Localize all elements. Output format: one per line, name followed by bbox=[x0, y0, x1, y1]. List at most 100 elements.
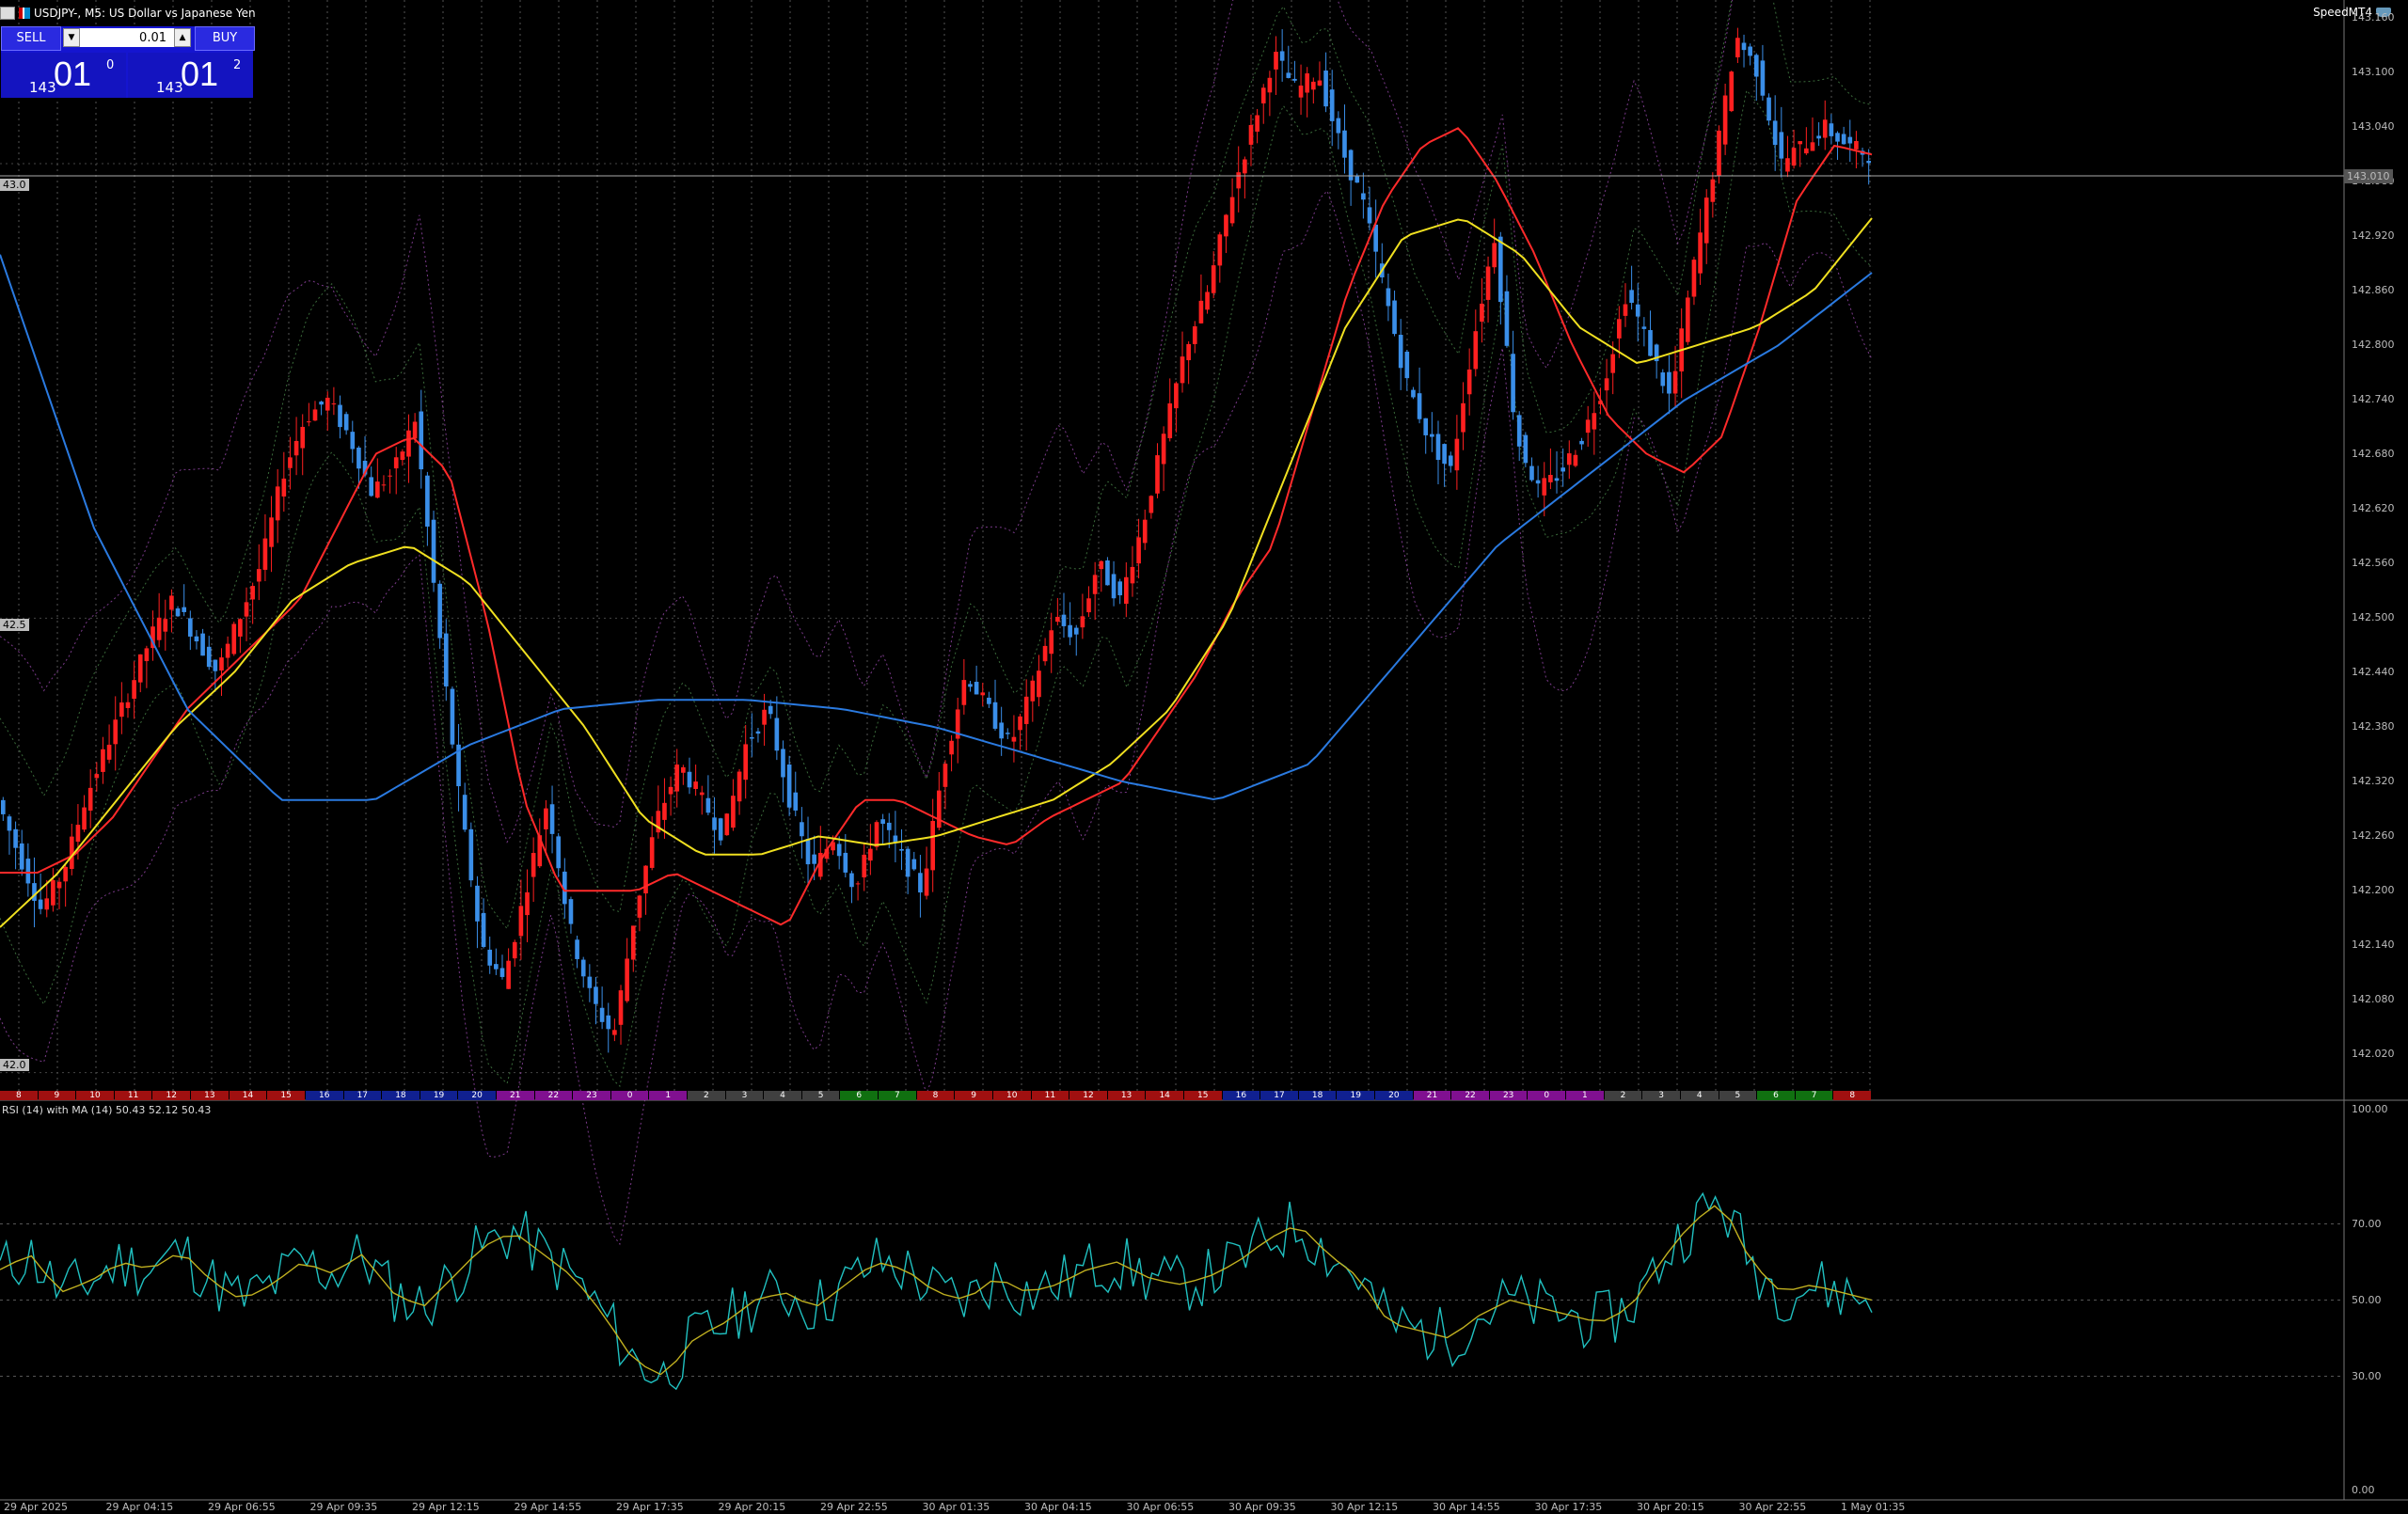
candle-body bbox=[113, 719, 119, 745]
session-hour: 8 bbox=[916, 1091, 955, 1100]
candle-body bbox=[594, 986, 598, 1004]
time-tick-label: 29 Apr 06:55 bbox=[208, 1501, 276, 1513]
candle-body bbox=[1243, 159, 1247, 174]
candle-body bbox=[1461, 402, 1465, 433]
candle-body bbox=[456, 744, 461, 787]
lot-decrease-icon[interactable]: ▼ bbox=[63, 28, 80, 47]
candle-body bbox=[836, 844, 842, 857]
time-tick-label: 29 Apr 09:35 bbox=[309, 1501, 378, 1513]
candle-body bbox=[1279, 51, 1285, 61]
candle-body bbox=[1117, 581, 1123, 596]
candle-body bbox=[481, 912, 486, 947]
candle-body bbox=[150, 626, 155, 649]
candle-body bbox=[1068, 624, 1072, 638]
candle-body bbox=[101, 749, 105, 772]
candle-body bbox=[612, 1030, 617, 1035]
lot-input[interactable] bbox=[82, 28, 170, 47]
candle-body bbox=[1149, 496, 1154, 513]
candle-body bbox=[525, 891, 530, 916]
candle-body bbox=[1629, 290, 1634, 303]
candle-body bbox=[1847, 136, 1853, 144]
candle-body bbox=[562, 871, 567, 905]
candle-body bbox=[1454, 438, 1460, 471]
symbol-title: USDJPY-, M5: US Dollar vs Japanese Yen bbox=[34, 7, 256, 20]
graduation-cap-icon bbox=[2376, 8, 2391, 17]
session-hour: 21 bbox=[1413, 1091, 1451, 1100]
session-hour: 19 bbox=[420, 1091, 458, 1100]
candle-body bbox=[580, 959, 586, 977]
sell-quote[interactable]: 143 01 0 bbox=[1, 53, 126, 98]
candle-body bbox=[206, 646, 212, 668]
candle-body bbox=[331, 403, 337, 405]
candle-body bbox=[1086, 598, 1091, 613]
candle-body bbox=[1105, 560, 1110, 586]
candle-body bbox=[393, 457, 399, 469]
bollinger-bands bbox=[0, 0, 1873, 1246]
candle-body bbox=[137, 654, 143, 683]
candle-body bbox=[1560, 467, 1565, 472]
session-hour: 11 bbox=[1031, 1091, 1069, 1100]
time-tick-label: 29 Apr 12:15 bbox=[412, 1501, 480, 1513]
candle-body bbox=[1142, 519, 1148, 544]
window-menu-icon[interactable] bbox=[0, 7, 15, 20]
candle-body bbox=[1435, 434, 1441, 461]
candle-body bbox=[1610, 354, 1616, 373]
candle-body bbox=[793, 792, 799, 811]
chart-type-icon[interactable] bbox=[19, 8, 30, 19]
candle-body bbox=[1523, 434, 1529, 464]
candle-body bbox=[312, 409, 318, 421]
lot-increase-icon[interactable]: ▲ bbox=[174, 28, 191, 47]
candle-body bbox=[755, 731, 761, 734]
candle-body bbox=[419, 411, 424, 470]
candle-body bbox=[1155, 455, 1160, 494]
candle-body bbox=[781, 749, 785, 778]
candle-body bbox=[899, 848, 904, 851]
candle-body bbox=[1810, 142, 1815, 151]
sell-price-prefix: 143 bbox=[29, 79, 56, 96]
candle-body bbox=[487, 949, 493, 966]
buy-button[interactable]: BUY bbox=[195, 26, 255, 51]
candle-body bbox=[13, 828, 18, 848]
level-label-mid: 42.5 bbox=[0, 619, 29, 631]
candle-body bbox=[1829, 123, 1834, 136]
brand-label: SpeedMT4 bbox=[2313, 6, 2391, 19]
candle-body bbox=[905, 848, 911, 877]
rsi-indicator-title: RSI (14) with MA (14) 50.43 52.12 50.43 bbox=[2, 1104, 212, 1116]
candle-body bbox=[1111, 574, 1117, 599]
session-hour: 14 bbox=[1146, 1091, 1183, 1100]
candle-body bbox=[1018, 716, 1022, 731]
candle-body bbox=[1735, 38, 1740, 57]
candle-body bbox=[1511, 354, 1515, 413]
sell-button[interactable]: SELL bbox=[1, 26, 61, 51]
candle-body bbox=[1866, 160, 1872, 164]
candle-body bbox=[250, 586, 255, 600]
candle-body bbox=[1398, 335, 1403, 369]
ma-mid-line bbox=[0, 217, 1873, 928]
candle-body bbox=[1292, 78, 1297, 81]
candle-body bbox=[7, 816, 12, 831]
candle-body bbox=[219, 657, 224, 671]
candle-body bbox=[19, 843, 24, 870]
candle-body bbox=[225, 643, 230, 658]
candle-body bbox=[175, 607, 181, 617]
time-tick-label: 29 Apr 14:55 bbox=[514, 1501, 582, 1513]
candle-body bbox=[1691, 260, 1697, 297]
candle-body bbox=[1785, 158, 1790, 172]
candle-body bbox=[44, 898, 50, 910]
candle-body bbox=[1703, 197, 1709, 244]
band-inner-upper bbox=[0, 0, 1873, 930]
ma-slow-line bbox=[0, 254, 1873, 801]
candle-body bbox=[1236, 172, 1242, 189]
candle-body bbox=[1529, 465, 1534, 481]
band-outer-upper bbox=[0, 0, 1734, 844]
time-tick-label: 30 Apr 09:35 bbox=[1228, 1501, 1296, 1513]
candle-body bbox=[163, 619, 168, 632]
price-tick-label: 142.740 bbox=[2352, 393, 2395, 406]
candle-body bbox=[82, 807, 87, 830]
candle-body bbox=[968, 684, 973, 687]
buy-quote[interactable]: 143 01 2 bbox=[128, 53, 253, 98]
candle-body bbox=[169, 595, 174, 610]
candle-body bbox=[1130, 566, 1135, 584]
candle-body bbox=[1717, 130, 1721, 177]
